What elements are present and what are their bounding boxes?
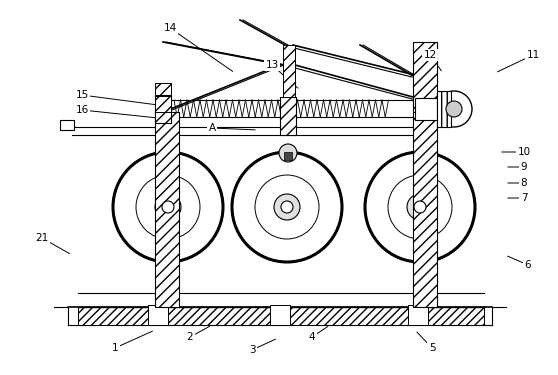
Text: 21: 21: [35, 233, 49, 243]
Bar: [155, 96, 171, 112]
Bar: [270, 305, 290, 325]
Text: 5: 5: [429, 343, 435, 353]
Polygon shape: [492, 307, 506, 325]
Bar: [280, 97, 296, 135]
Bar: [155, 112, 179, 307]
Circle shape: [388, 175, 452, 239]
Bar: [78, 307, 484, 325]
Circle shape: [407, 194, 433, 220]
Circle shape: [274, 194, 300, 220]
Circle shape: [281, 201, 293, 213]
Text: A: A: [209, 123, 215, 133]
Bar: [437, 91, 451, 127]
Text: 1: 1: [112, 343, 118, 353]
Circle shape: [113, 152, 223, 262]
Circle shape: [155, 194, 181, 220]
Circle shape: [279, 144, 297, 162]
Text: 10: 10: [517, 147, 531, 157]
Text: 12: 12: [424, 50, 436, 60]
Text: 4: 4: [309, 332, 315, 342]
Bar: [155, 83, 171, 95]
Circle shape: [162, 201, 174, 213]
Circle shape: [436, 91, 472, 127]
Text: 15: 15: [75, 90, 89, 100]
Bar: [155, 95, 171, 123]
Text: 14: 14: [163, 23, 177, 33]
Bar: [284, 152, 292, 160]
Bar: [60, 120, 74, 130]
Circle shape: [255, 175, 319, 239]
Text: 6: 6: [525, 260, 531, 270]
Circle shape: [414, 201, 426, 213]
Bar: [148, 305, 168, 325]
Text: 9: 9: [521, 162, 527, 172]
Text: 3: 3: [249, 345, 256, 355]
Text: 2: 2: [187, 332, 193, 342]
Bar: [415, 98, 437, 120]
Circle shape: [365, 152, 475, 262]
Text: 11: 11: [526, 50, 540, 60]
Bar: [408, 305, 428, 325]
Circle shape: [136, 175, 200, 239]
Bar: [283, 45, 295, 97]
Polygon shape: [54, 307, 68, 325]
Text: 8: 8: [521, 178, 527, 188]
Text: 16: 16: [75, 105, 89, 115]
Circle shape: [446, 101, 462, 117]
Bar: [413, 112, 437, 307]
Text: 13: 13: [266, 60, 278, 70]
Text: 7: 7: [521, 193, 527, 203]
Circle shape: [232, 152, 342, 262]
Bar: [413, 42, 437, 112]
